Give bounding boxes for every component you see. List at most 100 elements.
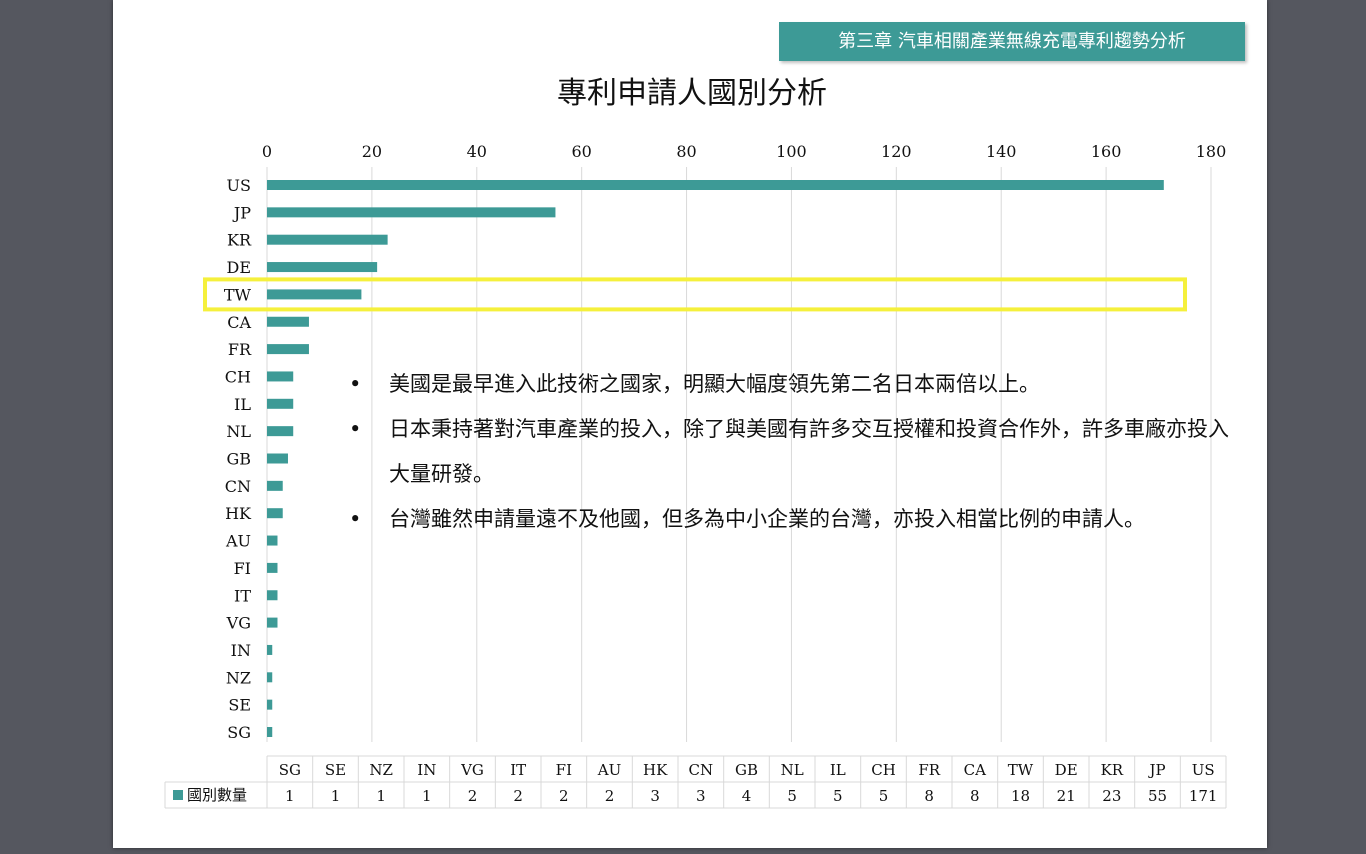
y-category-label: GB: [226, 450, 251, 469]
note-item: • 台灣雖然申請量遠不及他國，但多為中小企業的台灣，亦投入相當比例的申請人。: [341, 497, 1241, 542]
table-value-cell: 1: [422, 787, 432, 805]
table-header-cell: IN: [417, 761, 436, 779]
table-header-cell: CA: [964, 761, 986, 779]
table-value-cell: 5: [787, 787, 797, 805]
table-header-cell: IT: [510, 761, 526, 779]
table-header-cell: VG: [460, 761, 484, 779]
table-header-cell: NZ: [369, 761, 393, 779]
note-text: 日本秉持著對汽車產業的投入，除了與美國有許多交互授權和投資合作外，許多車廠亦投入…: [389, 417, 1229, 486]
x-tick-label: 140: [986, 142, 1017, 161]
table-header-cell: SG: [279, 761, 301, 779]
y-category-label: NL: [226, 422, 251, 441]
y-category-label: DE: [226, 258, 251, 277]
table-value-cell: 2: [559, 787, 569, 805]
bullet-icon: •: [349, 372, 362, 396]
y-category-label: IT: [234, 586, 251, 605]
table-value-cell: 8: [924, 787, 934, 805]
chapter-title-badge: 第三章 汽車相關產業無線充電專利趨勢分析: [779, 22, 1245, 61]
table-header-cell: AU: [597, 761, 621, 779]
y-category-label: IL: [234, 395, 251, 414]
table-value-cell: 1: [331, 787, 341, 805]
table-header-cell: FI: [556, 761, 572, 779]
table-header-cell: HK: [643, 761, 668, 779]
table-value-cell: 1: [376, 787, 386, 805]
table-value-cell: 55: [1148, 787, 1167, 805]
table-header-cell: NL: [781, 761, 804, 779]
table-value-cell: 171: [1189, 787, 1218, 805]
table-header-cell: IL: [830, 761, 846, 779]
bar-it: [267, 590, 278, 601]
notes-list: • 美國是最早進入此技術之國家，明顯大幅度領先第二名日本兩倍以上。 • 日本秉持…: [341, 362, 1241, 542]
bar-kr: [267, 234, 388, 245]
bar-de: [267, 262, 378, 273]
bar-au: [267, 535, 278, 546]
y-category-label: VG: [226, 614, 251, 633]
table-header-cell: CH: [871, 761, 896, 779]
chart-grid: [266, 167, 1212, 742]
table-value-cell: 2: [513, 787, 523, 805]
note-item: • 美國是最早進入此技術之國家，明顯大幅度領先第二名日本兩倍以上。: [341, 362, 1241, 407]
table-header-cell: JP: [1147, 761, 1165, 779]
x-tick-label: 160: [1091, 142, 1122, 161]
x-tick-label: 120: [881, 142, 912, 161]
y-category-label: CN: [225, 477, 251, 496]
bar-tw: [267, 289, 362, 300]
table-value-cell: 8: [970, 787, 980, 805]
y-category-label: IN: [231, 641, 251, 660]
chart-title: 專利申請人國別分析: [557, 76, 827, 111]
table-header-cell: KR: [1101, 761, 1124, 779]
bar-sg: [267, 727, 273, 737]
note-item: • 日本秉持著對汽車產業的投入，除了與美國有許多交互授權和投資合作外，許多車廠亦…: [341, 407, 1241, 497]
table-header-cell: TW: [1008, 761, 1034, 779]
note-text: 美國是最早進入此技術之國家，明顯大幅度領先第二名日本兩倍以上。: [389, 372, 1040, 396]
y-category-label: US: [227, 176, 251, 195]
bar-fr: [267, 344, 309, 355]
y-category-label: HK: [225, 504, 252, 523]
table-header-cell: CN: [689, 761, 714, 779]
table-value-cell: 3: [696, 787, 706, 805]
table-header-cell: GB: [735, 761, 758, 779]
bar-nl: [267, 426, 294, 437]
table-value-cell: 5: [833, 787, 843, 805]
table-value-cell: 2: [605, 787, 615, 805]
y-category-label: CH: [225, 367, 251, 386]
table-header-cell: FR: [918, 761, 940, 779]
y-category-label: CA: [227, 313, 251, 332]
bar-chart: 專利申請人國別分析 0 20 40 60 80 100 120 140 160 180 US JP K…: [164, 76, 1227, 809]
bar-il: [267, 398, 294, 409]
bar-fi: [267, 562, 278, 573]
bar-in: [267, 644, 273, 655]
note-text: 台灣雖然申請量遠不及他國，但多為中小企業的台灣，亦投入相當比例的申請人。: [389, 507, 1145, 531]
y-category-label: AU: [225, 532, 251, 551]
bar-ca: [267, 316, 309, 327]
bar-us: [267, 180, 1164, 190]
table-value-cell: 1: [285, 787, 295, 805]
slide-page: 第三章 汽車相關產業無線充電專利趨勢分析 專利申請人國別分析 0 20 40 60 80…: [113, 0, 1267, 848]
table-value-cell: 23: [1102, 787, 1121, 805]
data-table: 國別數量 SG 1 SE 1 NZ 1 IN 1 VG 2 IT 2 FI 2 AU 2 HK 3 CN 3 GB 4 NL 5…: [164, 755, 1227, 809]
y-category-label: JP: [232, 203, 251, 222]
bar-cn: [267, 480, 283, 491]
bar-gb: [267, 453, 288, 464]
legend-label: 國別數量: [187, 786, 247, 804]
x-tick-label: 0: [262, 142, 272, 161]
table-value-cell: 4: [742, 787, 752, 805]
y-axis-categories: US JP KR DE TW CA FR CH IL NL GB CN HK AU FI IT VG IN NZ SE…: [224, 176, 252, 742]
table-header-cell: US: [1192, 761, 1215, 779]
highlight-box-tw: [203, 277, 1187, 312]
x-tick-label: 60: [571, 142, 591, 161]
table-value-cell: 21: [1057, 787, 1076, 805]
x-axis-ticks: 0 20 40 60 80 100 120 140 160 180: [262, 142, 1226, 161]
bar-se: [267, 699, 273, 710]
bar-jp: [267, 207, 556, 218]
legend-swatch: [173, 790, 183, 800]
table-value-cell: 5: [879, 787, 889, 805]
x-tick-label: 40: [467, 142, 487, 161]
bullet-icon: •: [349, 417, 362, 441]
table-value-cell: 2: [468, 787, 478, 805]
table-value-cell: 18: [1011, 787, 1030, 805]
y-category-label: KR: [227, 231, 252, 250]
x-tick-label: 100: [776, 142, 807, 161]
bar-hk: [267, 508, 283, 519]
y-category-label: FR: [228, 340, 252, 359]
